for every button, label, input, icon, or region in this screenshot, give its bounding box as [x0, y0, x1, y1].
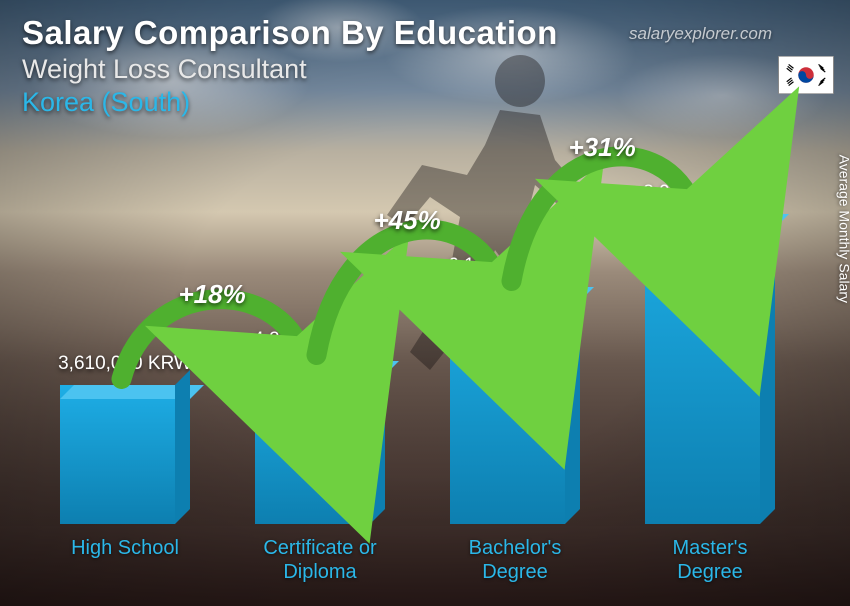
chart-title: Salary Comparison By Education [22, 14, 558, 52]
bar-0: 3,610,000 KRW High School [50, 353, 200, 584]
bar-label-3: Master'sDegree [635, 536, 785, 584]
bar-value-3: 8,060,000 KRW [635, 182, 785, 204]
increase-pct-2: +31% [569, 132, 636, 163]
bar-shape-1 [255, 361, 385, 524]
watermark-text: salaryexplorer.com [629, 24, 772, 44]
bar-value-1: 4,240,000 KRW [245, 329, 395, 351]
bar-label-1: Certificate orDiploma [245, 536, 395, 584]
bar-shape-2 [450, 287, 580, 524]
bar-value-0: 3,610,000 KRW [50, 353, 200, 375]
increase-pct-1: +45% [374, 205, 441, 236]
flag-south-korea [778, 56, 834, 94]
chart-subtitle: Weight Loss Consultant [22, 54, 558, 85]
y-axis-label: Average Monthly Salary [836, 155, 850, 303]
bar-shape-3 [645, 214, 775, 524]
bar-value-2: 6,150,000 KRW [440, 255, 590, 277]
increase-pct-0: +18% [179, 279, 246, 310]
salary-bar-chart: 3,610,000 KRW High School 4,240,000 KRW … [40, 104, 820, 584]
bar-3: 8,060,000 KRW Master'sDegree [635, 182, 785, 584]
bar-2: 6,150,000 KRW Bachelor'sDegree [440, 255, 590, 584]
bar-label-2: Bachelor'sDegree [440, 536, 590, 584]
bar-1: 4,240,000 KRW Certificate orDiploma [245, 329, 395, 584]
bar-shape-0 [60, 385, 190, 524]
title-block: Salary Comparison By Education Weight Lo… [22, 14, 558, 118]
bar-label-0: High School [50, 536, 200, 584]
